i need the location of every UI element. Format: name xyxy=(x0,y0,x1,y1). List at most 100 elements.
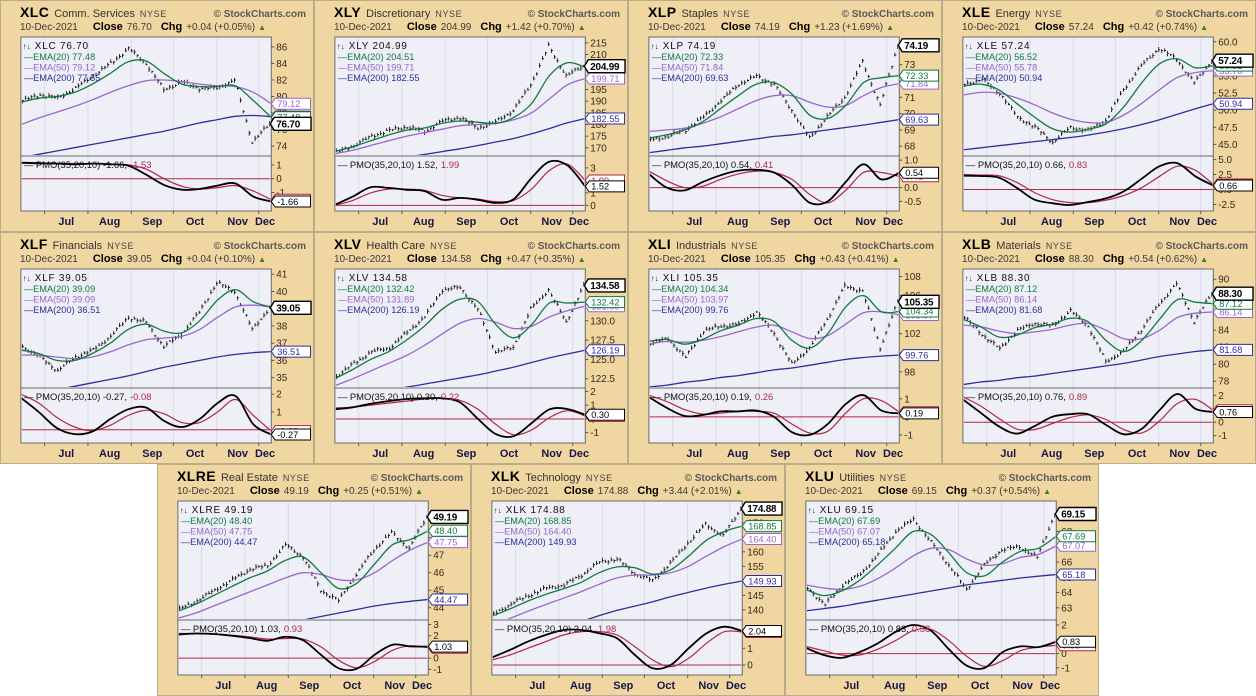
pmo-axis-tick: 0 xyxy=(1218,418,1224,429)
chart-subheader: 10-Dec-2021 Close 39.05 Chg +0.04 (+0.10… xyxy=(1,252,313,266)
pmo-axis-tick: -1 xyxy=(1218,431,1227,442)
pmo-axis-tick: -1 xyxy=(904,430,913,441)
month-label: Oct xyxy=(1128,216,1147,228)
sector-chart-panel[interactable]: XLF Financials NYSE © StockCharts.com 10… xyxy=(0,232,314,464)
ema50-line xyxy=(335,78,585,155)
price-style-icon: ↑↓ xyxy=(337,274,345,283)
price-panel xyxy=(20,268,272,389)
month-label: Jul xyxy=(372,216,388,228)
sector-chart-panel[interactable]: XLK Technology NYSE © StockCharts.com 10… xyxy=(471,464,785,696)
month-label: Sep xyxy=(142,448,162,460)
ema200-line xyxy=(806,573,1056,612)
pmo-signal-line xyxy=(492,630,742,668)
sector-chart-panel[interactable]: XLE Energy NYSE © StockCharts.com 10-Dec… xyxy=(942,0,1256,232)
month-label: Aug xyxy=(1041,216,1062,228)
price-style-icon: ↑↓ xyxy=(965,274,973,283)
pmo-axis-tick: 2 xyxy=(433,631,439,642)
price-panel xyxy=(962,36,1214,157)
price-axis-tick: 66 xyxy=(1061,558,1072,569)
price-plot-group xyxy=(806,513,1056,612)
price-axis-tick: 63 xyxy=(1061,603,1072,614)
exchange-label: NYSE xyxy=(282,473,310,483)
sector-chart-panel[interactable]: XLV Health Care NYSE © StockCharts.com 1… xyxy=(314,232,628,464)
month-label: Aug xyxy=(99,216,120,228)
price-plot-group xyxy=(649,44,899,154)
chart-date: 10-Dec-2021 xyxy=(962,22,1020,33)
chg-value: +0.37 (+0.54%) xyxy=(971,486,1041,497)
month-label: Aug xyxy=(413,216,434,228)
ticker-symbol: XLV xyxy=(334,236,362,252)
chg-label: Chg xyxy=(317,485,340,497)
ema200-line xyxy=(586,580,742,619)
ticker-symbol: XLE xyxy=(962,4,991,20)
chg-value: +3.44 (+2.01%) xyxy=(662,486,732,497)
svg-text:76.70: 76.70 xyxy=(276,119,300,130)
price-axis-tick: 86 xyxy=(276,42,287,53)
pmo-value-tag xyxy=(584,408,626,421)
month-label: Jul xyxy=(1000,216,1016,228)
sector-chart-panel[interactable]: XLU Utilities NYSE © StockCharts.com 10-… xyxy=(785,464,1099,696)
chg-value: +1.23 (+1.69%) xyxy=(814,22,884,33)
stockcharts-credit: © StockCharts.com xyxy=(998,473,1091,484)
price-style-icon: ↑↓ xyxy=(651,42,659,51)
pmo-plot-group xyxy=(492,625,742,670)
svg-text:47.75: 47.75 xyxy=(434,537,457,547)
chart-header: XLY Discretionary NYSE © StockCharts.com xyxy=(315,1,627,20)
pmo-axis-tick: 0 xyxy=(433,654,439,665)
up-arrow-icon: ▲ xyxy=(577,23,586,32)
pmo-line xyxy=(21,162,271,203)
svg-text:-1.66: -1.66 xyxy=(277,197,298,207)
price-axis-tick: 175 xyxy=(590,132,607,143)
exchange-label: NYSE xyxy=(585,473,613,483)
svg-text:134.58: 134.58 xyxy=(590,281,620,292)
close-value-tag xyxy=(583,278,626,293)
ema200-value-tag xyxy=(427,593,469,606)
pmo-panel xyxy=(20,387,272,444)
ticker-symbol: XLY xyxy=(334,4,362,20)
stockcharts-credit: © StockCharts.com xyxy=(684,473,777,484)
sector-chart-panel[interactable]: XLI Industrials NYSE © StockCharts.com 1… xyxy=(628,232,942,464)
ema200-line xyxy=(403,349,585,387)
chg-value: +1.42 (+0.70%) xyxy=(505,22,575,33)
price-axis-tick: 127.5 xyxy=(590,336,615,347)
sector-chart-panel[interactable]: XLP Staples NYSE © StockCharts.com 10-De… xyxy=(628,0,942,232)
legend-ema50: —EMA(50) 131.89 xyxy=(338,294,415,304)
chart-header: XLRE Real Estate NYSE © StockCharts.com xyxy=(158,465,470,484)
svg-text:86.14: 86.14 xyxy=(1219,307,1242,317)
price-axis-tick: 68 xyxy=(904,142,915,153)
month-label: Nov xyxy=(1012,680,1034,692)
stockcharts-credit: © StockCharts.com xyxy=(1155,9,1248,20)
pmo-plot-group xyxy=(21,394,271,436)
close-value: 204.99 xyxy=(440,22,472,33)
ema20-line xyxy=(21,59,271,118)
candlestick-close-ticks xyxy=(22,282,271,371)
chart-row-top: XLC Comm. Services NYSE © StockCharts.co… xyxy=(0,0,1256,232)
legend-symbol-price: XLV 134.58 xyxy=(349,273,408,284)
price-plot-group xyxy=(963,280,1213,386)
price-axis-tick: 40 xyxy=(276,287,287,298)
price-pmo-chart: 69686766656463210-165.1867.0767.6969.150… xyxy=(805,500,1097,692)
price-style-icon: ↑↓ xyxy=(337,42,345,51)
legend-ema50: —EMA(50) 67.07 xyxy=(809,526,880,536)
chart-header: XLU Utilities NYSE © StockCharts.com xyxy=(786,465,1098,484)
price-axis-tick: 145 xyxy=(747,591,764,602)
price-axis-tick: 36 xyxy=(276,356,287,367)
close-label: Close xyxy=(249,485,280,497)
price-style-icon: ↑↓ xyxy=(965,42,973,51)
sector-chart-panel[interactable]: XLB Materials NYSE © StockCharts.com 10-… xyxy=(942,232,1256,464)
sector-chart-panel[interactable]: XLY Discretionary NYSE © StockCharts.com… xyxy=(314,0,628,232)
pmo-axis-tick: 2 xyxy=(1218,391,1224,402)
exchange-label: NYSE xyxy=(139,9,167,19)
ema200-value-tag xyxy=(1055,568,1097,581)
month-label: Dec xyxy=(255,216,275,228)
sector-chart-panel[interactable]: XLC Comm. Services NYSE © StockCharts.co… xyxy=(0,0,314,232)
svg-text:204.99: 204.99 xyxy=(590,62,620,73)
legend-ema50: —EMA(50) 47.75 xyxy=(181,526,252,536)
pmo-value-tag xyxy=(584,180,626,193)
price-axis-tick: 50.0 xyxy=(1218,106,1238,117)
svg-text:99.76: 99.76 xyxy=(905,350,928,360)
ema200-value-tag xyxy=(584,344,626,357)
legend-symbol-price: XLE 57.24 xyxy=(977,41,1031,52)
sector-chart-panel[interactable]: XLRE Real Estate NYSE © StockCharts.com … xyxy=(157,464,471,696)
legend-pmo: — PMO(35,20,10) 2.04, 1.98 xyxy=(495,624,616,635)
